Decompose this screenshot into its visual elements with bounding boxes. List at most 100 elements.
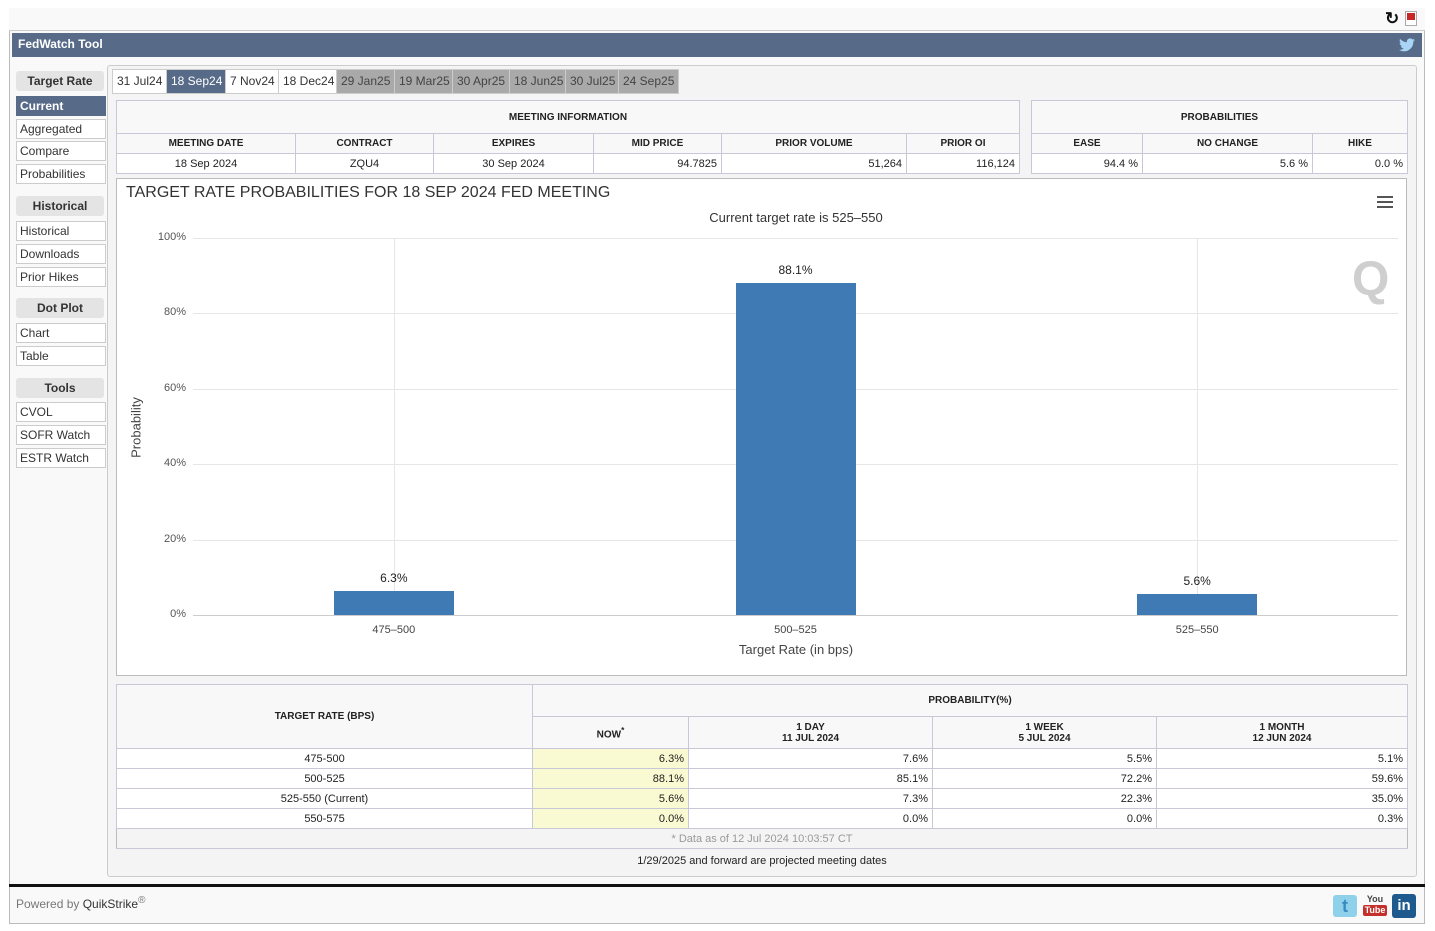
probabilities-table: PROBABILITIES EASE NO CHANGE HIKE 94.4 %… bbox=[1031, 100, 1408, 174]
footer-divider bbox=[9, 884, 1425, 887]
gridline bbox=[193, 615, 1398, 616]
y-tick-label: 100% bbox=[157, 231, 186, 243]
meeting-info-title: MEETING INFORMATION bbox=[116, 100, 1020, 134]
tab-31-jul24[interactable]: 31 Jul24 bbox=[112, 69, 168, 94]
tab-30-apr25[interactable]: 30 Apr25 bbox=[452, 69, 511, 94]
col-probability: PROBABILITY(%) bbox=[532, 684, 1408, 717]
probability-history-table: TARGET RATE (BPS) PROBABILITY(%) NOW* 1 … bbox=[116, 684, 1408, 849]
contract: ZQU4 bbox=[295, 153, 434, 174]
hike-value: 0.0 % bbox=[1312, 153, 1408, 174]
category-gridline bbox=[1197, 238, 1198, 615]
col-1-month: 1 MONTH 12 JUN 2024 bbox=[1156, 716, 1408, 749]
sidebar-item-chart[interactable]: Chart bbox=[16, 323, 106, 343]
x-axis-label: Target Rate (in bps) bbox=[738, 642, 854, 657]
no-change-value: 5.6 % bbox=[1142, 153, 1313, 174]
sidebar-item-downloads[interactable]: Downloads bbox=[16, 244, 106, 264]
table-row: 500-525 88.1% 85.1% 72.2% 59.6% bbox=[116, 768, 1408, 789]
sidebar-item-historical[interactable]: Historical bbox=[16, 221, 106, 241]
quikstrike-watermark-icon: Q bbox=[1352, 253, 1390, 306]
col-now: NOW* bbox=[532, 716, 689, 749]
category-gridline bbox=[394, 238, 395, 615]
sidebar-item-compare[interactable]: Compare bbox=[16, 141, 106, 161]
sidebar-item-sofr-watch[interactable]: SOFR Watch bbox=[16, 425, 106, 445]
probability-cell: 85.1% bbox=[688, 768, 933, 789]
section-historical: Historical bbox=[16, 196, 104, 216]
chart-menu-icon[interactable] bbox=[1377, 196, 1393, 208]
powered-by: Powered by QuikStrike® bbox=[16, 895, 146, 911]
table-row: 550-575 0.0% 0.0% 0.0% 0.3% bbox=[116, 808, 1408, 829]
quikstrike-link[interactable]: QuikStrike bbox=[82, 897, 139, 911]
col-meeting-date: MEETING DATE bbox=[116, 133, 296, 154]
gridline bbox=[193, 238, 1398, 239]
prior-oi: 116,124 bbox=[906, 153, 1020, 174]
col-prior-oi: PRIOR OI bbox=[906, 133, 1020, 154]
tab-18-sep24[interactable]: 18 Sep24 bbox=[166, 69, 228, 94]
sidebar-item-current[interactable]: Current bbox=[16, 96, 106, 116]
tab-19-mar25[interactable]: 19 Mar25 bbox=[394, 69, 455, 94]
projected-note: 1/29/2025 and forward are projected meet… bbox=[637, 855, 887, 867]
bar bbox=[1137, 593, 1258, 615]
bar bbox=[333, 591, 454, 615]
sidebar-item-aggregated[interactable]: Aggregated bbox=[16, 119, 106, 139]
app-title: FedWatch Tool bbox=[18, 37, 103, 51]
tab-30-jul25[interactable]: 30 Jul25 bbox=[565, 69, 621, 94]
probability-cell: 22.3% bbox=[932, 788, 1157, 809]
youtube-icon[interactable]: You Tube bbox=[1363, 894, 1387, 916]
probability-cell: 0.0% bbox=[532, 808, 689, 829]
tab-7-nov24[interactable]: 7 Nov24 bbox=[225, 69, 280, 94]
bar-data-label: 5.6% bbox=[1183, 573, 1211, 588]
tab-18-dec24[interactable]: 18 Dec24 bbox=[278, 69, 340, 94]
expires: 30 Sep 2024 bbox=[433, 153, 594, 174]
table-row: 525-550 (Current) 5.6% 7.3% 22.3% 35.0% bbox=[116, 788, 1408, 809]
x-tick-label: 500–525 bbox=[774, 624, 817, 636]
ease-value: 94.4 % bbox=[1031, 153, 1143, 174]
section-dot-plot: Dot Plot bbox=[16, 298, 104, 318]
col-1-week: 1 WEEK 5 JUL 2024 bbox=[932, 716, 1157, 749]
tab-24-sep25[interactable]: 24 Sep25 bbox=[618, 69, 680, 94]
y-tick-label: 60% bbox=[163, 381, 186, 394]
probability-cell: 0.3% bbox=[1156, 808, 1408, 829]
linkedin-icon[interactable]: in bbox=[1392, 894, 1416, 918]
sidebar-item-table[interactable]: Table bbox=[16, 346, 106, 366]
tab-18-jun25[interactable]: 18 Jun25 bbox=[509, 69, 569, 94]
y-tick-label: 80% bbox=[163, 306, 186, 319]
rate-cell: 500-525 bbox=[116, 768, 533, 789]
probability-cell: 7.3% bbox=[688, 788, 933, 809]
probability-cell: 5.1% bbox=[1156, 748, 1408, 769]
col-no-change: NO CHANGE bbox=[1142, 133, 1313, 154]
bar-data-label: 6.3% bbox=[380, 571, 408, 586]
sidebar-item-probabilities[interactable]: Probabilities bbox=[16, 164, 106, 184]
probability-cell: 59.6% bbox=[1156, 768, 1408, 789]
x-tick-label: 525–550 bbox=[1175, 624, 1219, 636]
meeting-date: 18 Sep 2024 bbox=[116, 153, 296, 174]
twitter-social-icon[interactable]: t bbox=[1333, 895, 1357, 917]
col-1-day: 1 DAY 11 JUL 2024 bbox=[688, 716, 933, 749]
col-ease: EASE bbox=[1031, 133, 1143, 154]
mid-price: 94.7825 bbox=[593, 153, 722, 174]
data-timestamp-note: * Data as of 12 Jul 2024 10:03:57 CT bbox=[116, 828, 1408, 849]
app-header: FedWatch Tool bbox=[12, 33, 1422, 57]
probability-cell: 6.3% bbox=[532, 748, 689, 769]
probability-cell: 72.2% bbox=[932, 768, 1157, 789]
rate-cell: 475-500 bbox=[116, 748, 533, 769]
refresh-icon[interactable]: ↻ bbox=[1385, 9, 1400, 28]
sidebar-item-cvol[interactable]: CVOL bbox=[16, 402, 106, 422]
toolbar: ↻ bbox=[9, 8, 1425, 31]
sidebar-item-estr-watch[interactable]: ESTR Watch bbox=[16, 448, 106, 468]
y-axis-label: Probability bbox=[128, 397, 144, 458]
table-row: 475-500 6.3% 7.6% 5.5% 5.1% bbox=[116, 748, 1408, 769]
probability-cell: 7.6% bbox=[688, 748, 933, 769]
chart-subtitle: Current target rate is 525–550 bbox=[709, 210, 883, 225]
sidebar-item-prior-hikes[interactable]: Prior Hikes bbox=[16, 267, 106, 287]
probability-cell: 5.6% bbox=[532, 788, 689, 809]
twitter-icon[interactable] bbox=[1399, 38, 1415, 52]
probabilities-title: PROBABILITIES bbox=[1031, 100, 1408, 134]
meeting-info-table: MEETING INFORMATION MEETING DATE CONTRAC… bbox=[116, 100, 1020, 174]
probability-cell: 0.0% bbox=[932, 808, 1157, 829]
col-prior-volume: PRIOR VOLUME bbox=[721, 133, 907, 154]
x-tick-label: 475–500 bbox=[372, 624, 416, 636]
bar-data-label: 88.1% bbox=[778, 262, 813, 277]
pdf-icon[interactable] bbox=[1405, 11, 1417, 26]
tab-29-jan25[interactable]: 29 Jan25 bbox=[336, 69, 396, 94]
section-tools: Tools bbox=[16, 378, 104, 398]
